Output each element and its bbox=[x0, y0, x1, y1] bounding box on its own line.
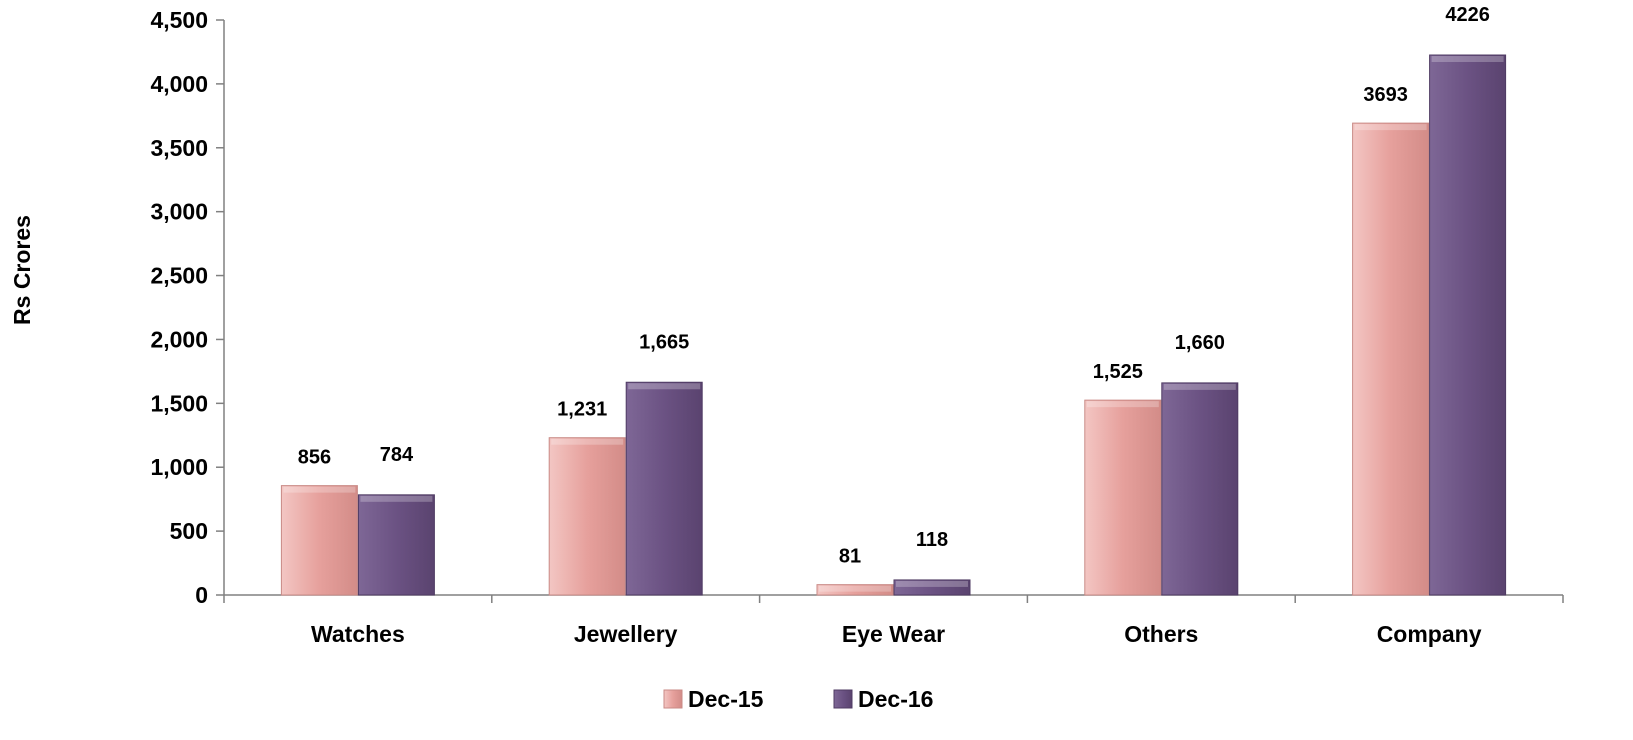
bar-bevel bbox=[360, 495, 433, 502]
bar-bevel bbox=[628, 383, 701, 390]
y-tick-label: 3,500 bbox=[150, 135, 208, 161]
data-label: 3693 bbox=[1363, 84, 1408, 106]
bar-bevel bbox=[819, 585, 891, 592]
y-tick-label: 500 bbox=[170, 518, 208, 544]
data-label: 1,525 bbox=[1093, 361, 1143, 383]
bar-dec-16-eye-wear bbox=[893, 579, 971, 596]
y-tick-label: 2,500 bbox=[150, 263, 208, 289]
bar-bevel bbox=[1354, 124, 1427, 131]
bar-dec-16-others bbox=[1161, 382, 1239, 596]
bar-dec-15-company bbox=[1352, 122, 1430, 596]
bar-bevel bbox=[1431, 56, 1504, 63]
data-label: 81 bbox=[839, 546, 861, 568]
data-label: 1,231 bbox=[557, 399, 607, 421]
data-label: 4226 bbox=[1445, 4, 1490, 26]
bar-bevel bbox=[896, 580, 968, 587]
bar-dec-15-eye-wear bbox=[816, 584, 894, 596]
legend-swatch-dec-16 bbox=[833, 689, 853, 709]
bar-dec-15-others bbox=[1084, 399, 1162, 596]
bar-dec-15-watches bbox=[280, 485, 358, 596]
category-labels: Watches Jewellery Eye Wear Others Company bbox=[311, 621, 1482, 647]
bar-bevel bbox=[283, 486, 356, 493]
y-tick-label: 1,500 bbox=[150, 390, 208, 416]
data-label: 856 bbox=[298, 447, 331, 469]
bar-bevel bbox=[1163, 383, 1236, 390]
data-label: 784 bbox=[380, 444, 414, 466]
bar-dec-16-company bbox=[1429, 54, 1507, 596]
legend: Dec-15 Dec-16 bbox=[663, 686, 933, 712]
data-labels: 856 784 1,231 1,665 81 118 1,525 1,660 3693 4226 bbox=[298, 4, 1490, 568]
y-tick-label: 3,000 bbox=[150, 199, 208, 225]
data-label: 118 bbox=[916, 529, 948, 551]
y-tick-label: 2,000 bbox=[150, 326, 208, 352]
legend-swatch-dec-15 bbox=[663, 689, 683, 709]
y-tick-label: 1,000 bbox=[150, 454, 208, 480]
legend-label-dec-15: Dec-15 bbox=[688, 686, 764, 712]
x-tick-label: Eye Wear bbox=[842, 621, 945, 647]
bars bbox=[280, 54, 1507, 596]
y-tick-label: 4,500 bbox=[150, 7, 208, 33]
legend-label-dec-16: Dec-16 bbox=[858, 686, 933, 712]
x-tick-label: Others bbox=[1124, 621, 1198, 647]
x-tick-label: Jewellery bbox=[574, 621, 678, 647]
y-tick-label: 4,000 bbox=[150, 71, 208, 97]
bar-dec-15-jewellery bbox=[548, 437, 626, 596]
x-tick-label: Company bbox=[1377, 621, 1482, 647]
data-label: 1,665 bbox=[639, 331, 689, 353]
x-axis bbox=[223, 594, 1564, 603]
y-axis: 0 500 1,000 1,500 2,000 2,500 3,000 3,500 4,000 4… bbox=[150, 7, 225, 608]
bar-bevel bbox=[1086, 401, 1159, 408]
y-tick-label: 0 bbox=[195, 582, 208, 608]
data-label: 1,660 bbox=[1175, 332, 1225, 354]
bar-dec-16-jewellery bbox=[625, 381, 703, 596]
x-tick-label: Watches bbox=[311, 621, 405, 647]
bar-dec-16-watches bbox=[357, 494, 435, 596]
y-axis-title: Rs Crores bbox=[9, 215, 35, 325]
bar-bevel bbox=[551, 438, 624, 445]
